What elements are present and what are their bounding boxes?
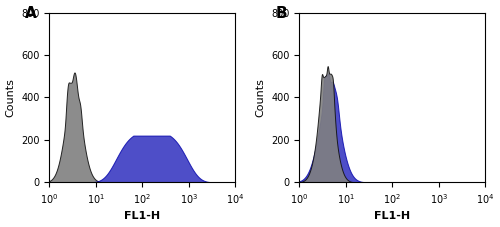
Text: B: B [275,6,287,21]
Text: A: A [25,6,37,21]
Y-axis label: Counts: Counts [256,78,266,117]
Y-axis label: Counts: Counts [6,78,16,117]
X-axis label: FL1-H: FL1-H [124,211,160,222]
X-axis label: FL1-H: FL1-H [374,211,410,222]
